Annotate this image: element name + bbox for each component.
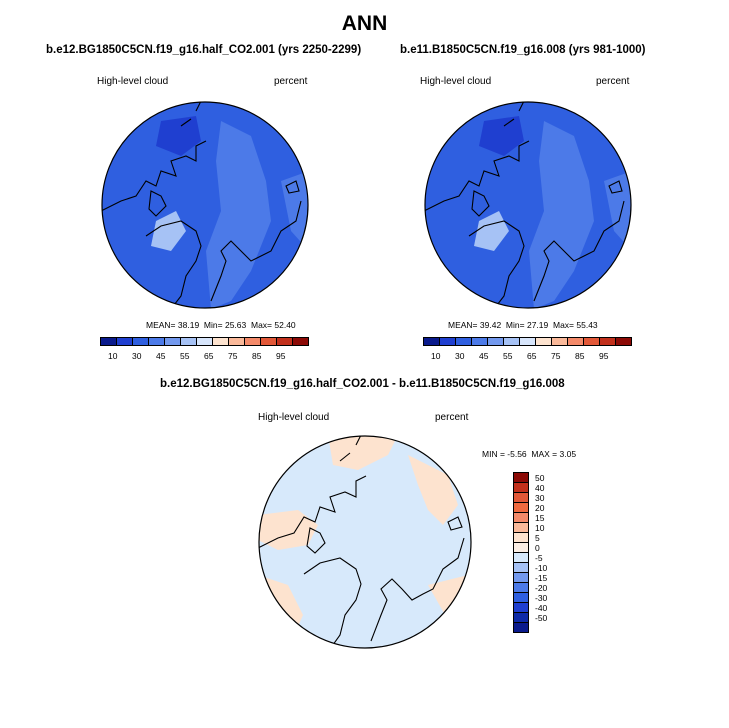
colorbar-label: 85 xyxy=(252,351,262,361)
panel-2-map-fill xyxy=(425,102,631,308)
colorbar-box xyxy=(513,622,529,633)
colorbar-box xyxy=(244,337,261,346)
colorbar-box xyxy=(455,337,472,346)
panel-1-polar-map xyxy=(101,101,309,309)
panel-2-min: 27.19 xyxy=(526,320,549,330)
colorbar-label: 55 xyxy=(180,351,190,361)
panel-1-units: percent xyxy=(274,76,308,87)
panel-2-map-contour-lightest xyxy=(474,211,509,251)
colorbar-box xyxy=(519,337,536,346)
difference-colorbar xyxy=(513,472,529,633)
colorbar-box xyxy=(599,337,616,346)
colorbar-label: 50 xyxy=(535,473,545,483)
difference-units: percent xyxy=(435,412,469,423)
colorbar-box xyxy=(292,337,309,346)
colorbar-label: -50 xyxy=(535,613,548,623)
panel-1-stats: MEAN= 38.19 Min= 25.63 Max= 52.40 xyxy=(146,320,296,330)
difference-map-boundary xyxy=(258,435,472,649)
colorbar-box xyxy=(487,337,504,346)
panel-2-variable: High-level cloud xyxy=(420,76,492,87)
colorbar-box xyxy=(276,337,293,346)
colorbar-box xyxy=(212,337,229,346)
colorbar-label: 5 xyxy=(535,533,540,543)
colorbar-label: 30 xyxy=(132,351,142,361)
colorbar-label: -15 xyxy=(535,573,548,583)
panel-1-map-contour-darker xyxy=(156,116,201,156)
panel-2-units: percent xyxy=(596,76,630,87)
difference-map-warm-region xyxy=(408,455,458,525)
panel-2-polar-map xyxy=(424,101,632,309)
panel-2-map-contour-darker xyxy=(479,116,524,156)
colorbar-label: 10 xyxy=(431,351,441,361)
colorbar-label: 95 xyxy=(599,351,609,361)
figure-title: ANN xyxy=(341,12,388,35)
panel-1-max: 52.40 xyxy=(274,320,296,330)
panel-1-min: 25.63 xyxy=(224,320,247,330)
panel-1-map-boundary xyxy=(101,101,309,309)
colorbar-box xyxy=(567,337,584,346)
panel-1-map-contour-lighter xyxy=(206,121,271,308)
panel-2-case-title: b.e11.B1850C5CN.f19_g16.008 (yrs 981-100… xyxy=(400,44,646,56)
panel-2-coastlines xyxy=(425,102,625,308)
colorbar-label: 0 xyxy=(535,543,540,553)
colorbar-label: 75 xyxy=(228,351,238,361)
panel-1-variable: High-level cloud xyxy=(97,76,169,87)
colorbar-box xyxy=(116,337,133,346)
panel-2-stats: MEAN= 39.42 Min= 27.19 Max= 55.43 xyxy=(448,320,598,330)
colorbar-box xyxy=(583,337,600,346)
colorbar-label: 10 xyxy=(535,523,545,533)
difference-stats: MIN = -5.56 MAX = 3.05 xyxy=(482,449,577,459)
panel-2-map-contour-lighter xyxy=(529,121,594,308)
colorbar-box xyxy=(503,337,520,346)
colorbar-box xyxy=(615,337,632,346)
panel-1-map-fill xyxy=(102,102,308,308)
colorbar-box xyxy=(535,337,552,346)
colorbar-label: 40 xyxy=(535,483,545,493)
colorbar-box xyxy=(439,337,456,346)
panel-2-mean: 39.42 xyxy=(479,320,502,330)
colorbar-box xyxy=(228,337,245,346)
difference-variable: High-level cloud xyxy=(258,412,330,423)
panel-2-max: 55.43 xyxy=(576,320,598,330)
colorbar-box xyxy=(100,337,117,346)
colorbar-label: -20 xyxy=(535,583,548,593)
colorbar-label: 20 xyxy=(535,503,545,513)
colorbar-box xyxy=(260,337,277,346)
colorbar-label: -5 xyxy=(535,553,543,563)
colorbar-label: 75 xyxy=(551,351,561,361)
colorbar-label: 45 xyxy=(156,351,166,361)
colorbar-label: 10 xyxy=(108,351,118,361)
panel-2-colorbar xyxy=(423,337,632,346)
colorbar-box xyxy=(196,337,213,346)
colorbar-label: 85 xyxy=(575,351,585,361)
difference-map-warm-region xyxy=(328,436,398,470)
colorbar-label: 95 xyxy=(276,351,286,361)
colorbar-label: 65 xyxy=(527,351,537,361)
colorbar-box xyxy=(164,337,181,346)
colorbar-box xyxy=(471,337,488,346)
panel-1-case-title: b.e12.BG1850C5CN.f19_g16.half_CO2.001 (y… xyxy=(46,44,362,56)
difference-max: 3.05 xyxy=(559,449,577,459)
colorbar-box xyxy=(132,337,149,346)
colorbar-label: 55 xyxy=(503,351,513,361)
difference-polar-map xyxy=(258,435,472,649)
colorbar-box xyxy=(551,337,568,346)
colorbar-label: 30 xyxy=(535,493,545,503)
colorbar-box xyxy=(423,337,440,346)
difference-min: -5.56 xyxy=(507,449,527,459)
panel-1-map-contour-lightest xyxy=(151,211,186,251)
panel-1-colorbar xyxy=(100,337,309,346)
colorbar-label: 30 xyxy=(455,351,465,361)
colorbar-label: -40 xyxy=(535,603,548,613)
colorbar-box xyxy=(180,337,197,346)
panel-1-mean: 38.19 xyxy=(177,320,200,330)
colorbar-label: 45 xyxy=(479,351,489,361)
colorbar-label: -30 xyxy=(535,593,548,603)
colorbar-label: 15 xyxy=(535,513,545,523)
colorbar-label: 65 xyxy=(204,351,214,361)
colorbar-label: -10 xyxy=(535,563,548,573)
difference-case-title: b.e12.BG1850C5CN.f19_g16.half_CO2.001 - … xyxy=(160,378,565,390)
panel-2-map-boundary xyxy=(424,101,632,309)
colorbar-box xyxy=(148,337,165,346)
